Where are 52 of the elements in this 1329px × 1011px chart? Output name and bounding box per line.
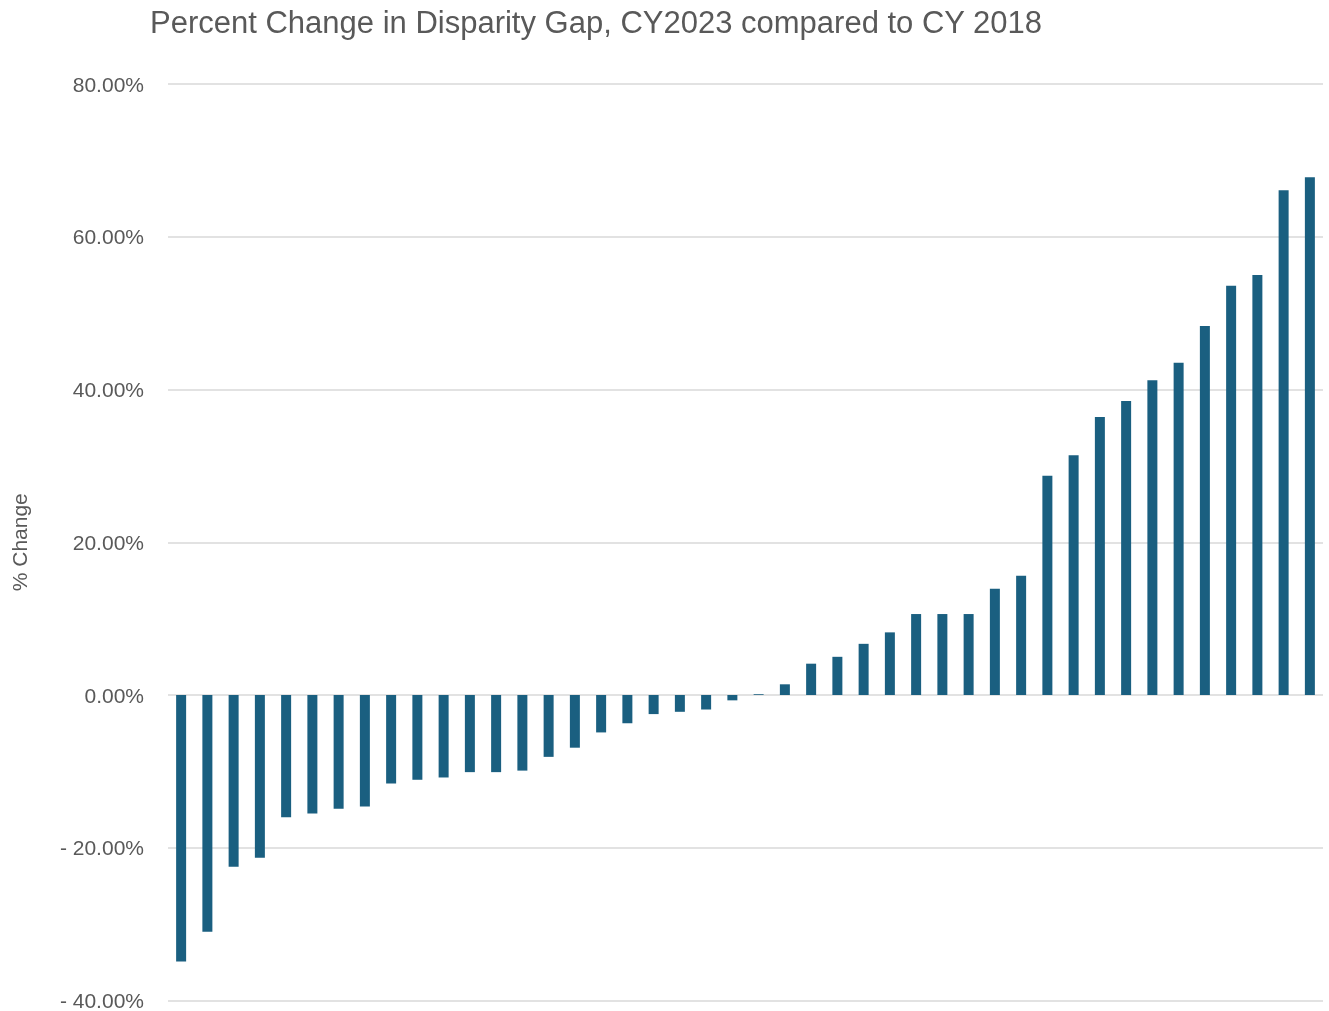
bar <box>1042 475 1053 695</box>
bar <box>1016 575 1027 695</box>
bar <box>1278 190 1289 695</box>
bar <box>596 695 607 733</box>
bar <box>228 695 239 867</box>
y-tick-label: 60.00% <box>72 225 144 249</box>
bar <box>701 695 712 710</box>
bar <box>569 695 580 748</box>
bar <box>386 695 397 784</box>
bar <box>281 695 292 818</box>
bar <box>1199 326 1210 695</box>
bar <box>254 695 265 858</box>
bar <box>779 684 790 695</box>
bar <box>1252 274 1263 695</box>
y-tick-label: - 20.00% <box>59 836 144 860</box>
bar <box>1304 177 1315 695</box>
bar <box>176 695 187 962</box>
bar <box>1068 455 1079 695</box>
bar <box>202 695 213 932</box>
bar <box>1094 417 1105 695</box>
bar <box>806 663 817 695</box>
bar <box>674 695 685 712</box>
bar <box>307 695 318 814</box>
bar <box>1226 285 1237 695</box>
bar <box>1121 400 1132 695</box>
bar <box>648 695 659 715</box>
y-tick-label: 20.00% <box>72 530 144 554</box>
bar <box>858 643 869 695</box>
bar <box>911 614 922 695</box>
y-axis-title: % Change <box>8 493 31 592</box>
bar <box>884 632 895 695</box>
bar <box>333 695 344 809</box>
bar <box>543 695 554 757</box>
bar <box>464 695 475 773</box>
y-tick-label: 40.00% <box>72 378 144 401</box>
bar <box>438 695 449 778</box>
bar <box>359 695 370 807</box>
bar <box>491 695 502 773</box>
bar <box>727 695 738 701</box>
bar <box>832 656 843 695</box>
y-tick-label: 80.00% <box>72 72 144 96</box>
bar <box>937 614 948 695</box>
bar <box>989 588 1000 695</box>
bar <box>412 695 423 780</box>
bar <box>1173 362 1184 695</box>
bar <box>1147 380 1158 695</box>
bar <box>963 614 974 695</box>
bar <box>622 695 633 724</box>
chart-title: Percent Change in Disparity Gap, CY2023 compared to CY 2018 <box>150 5 1043 40</box>
bar <box>517 695 528 771</box>
y-tick-label: - 40.00% <box>59 989 144 1011</box>
y-tick-label: 0.00% <box>84 683 144 707</box>
